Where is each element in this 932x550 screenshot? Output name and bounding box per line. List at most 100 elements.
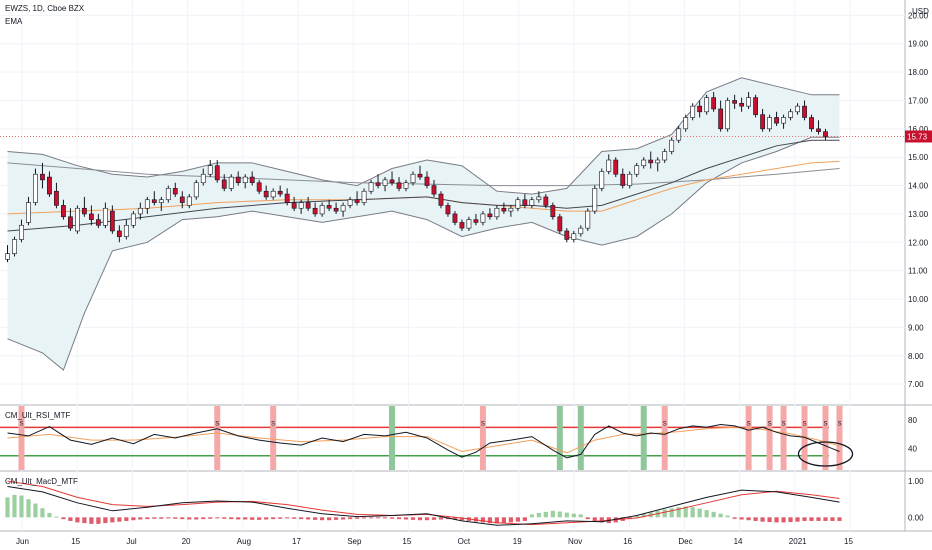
candle-body [705,98,709,112]
macd-histogram-bar [698,509,702,518]
candle-body [68,217,72,228]
candle-body [131,214,135,225]
macd-histogram-bar [788,517,792,522]
candle-body [781,117,785,123]
macd-histogram-bar [166,517,170,518]
candle-body [753,98,757,115]
candle-body [19,225,23,239]
time-tick-label: Oct [458,537,471,546]
price-tick-label: 19.00 [908,40,929,49]
candle-body [565,231,569,240]
macd-histogram-bar [369,517,373,518]
candle-body [760,115,764,129]
macd-histogram-bar [439,517,443,519]
candle-body [425,177,429,186]
macd-histogram-bar [544,512,548,517]
candle-body [823,132,827,137]
macd-histogram-bar [215,517,219,518]
macd-histogram-bar [33,504,37,518]
candle-body [404,183,408,189]
macd-histogram-bar [334,517,338,520]
rsi-indicator-label[interactable]: CM_Ult_RSI_MTF [5,411,70,420]
rsi-signal-marker: S [837,421,841,427]
macd-histogram-bar [767,517,771,522]
macd-histogram-bar [530,514,534,517]
candle-body [788,112,792,118]
candle-body [138,208,142,214]
time-tick-label: Sep [347,537,362,546]
macd-histogram-bar [348,517,352,519]
macd-histogram-bar [250,517,254,520]
candle-body [816,129,820,132]
candle-body [418,174,422,177]
candle-body [397,183,401,189]
candle-body [628,174,632,185]
macd-histogram-bar [383,517,387,518]
macd-histogram-bar [243,517,247,519]
candle-body [285,194,289,203]
macd-histogram-bar [376,517,380,518]
macd-histogram-bar [565,513,569,518]
candle-body [201,174,205,183]
candle-body [390,180,394,183]
symbol-title[interactable]: EWZS, 1D, Cboe BZX [5,4,85,13]
grid-layer [0,0,932,531]
candle-body [684,117,688,128]
price-tick-label: 9.00 [908,323,924,332]
candle-body [432,186,436,195]
candle-body [306,203,310,209]
candle-body [110,211,114,231]
rsi-oversold-bar [641,406,647,470]
macd-histogram-bar [837,517,841,521]
macd-histogram-bar [61,517,65,519]
macd-histogram-bar [82,517,86,523]
candle-body [439,194,443,205]
macd-histogram-bar [781,517,785,522]
candle-body [124,225,128,236]
macd-histogram-bar [432,517,436,520]
macd-histogram-bar [103,517,107,523]
macd-histogram-bar [12,495,16,517]
candle-body [600,171,604,188]
rsi-signal-marker: S [824,421,828,427]
candle-body [257,183,261,192]
candle-body [383,180,387,186]
candle-body [208,166,212,175]
macd-histogram-bar [194,517,198,519]
macd-histogram-bar [257,517,261,520]
price-tick-label: 18.00 [908,68,929,77]
candle-body [572,234,576,240]
macd-histogram-bar [285,517,289,518]
ema-indicator-label[interactable]: EMA [5,17,23,26]
macd-histogram-bar [774,517,778,522]
candle-body [621,174,625,185]
rsi-overbought-bar [214,406,220,470]
macd-histogram-bar [516,517,520,521]
macd-histogram-bar [551,511,555,518]
macd-histogram-bar [341,517,345,519]
macd-histogram-bar [89,517,93,524]
rsi-signal-marker: S [782,421,786,427]
macd-histogram-bar [355,517,359,518]
candle-body [733,100,737,103]
candle-body [222,180,226,189]
candle-body [292,203,296,209]
candle-body [348,200,352,206]
candle-body [5,254,9,260]
macd-histogram-bar [397,517,401,519]
macd-histogram-bar [809,517,813,521]
candle-body [719,109,723,129]
candle-body [376,183,380,186]
candle-body [460,222,464,228]
candle-body [243,177,247,183]
macd-histogram-bar [691,507,695,517]
candle-body [502,208,506,211]
macd-indicator-label[interactable]: CM_Ult_MacD_MTF [5,477,78,486]
rsi-overbought-bar [480,406,486,470]
candle-body [271,191,275,197]
candle-body [726,100,730,128]
candle-body [194,183,198,197]
candle-body [173,188,177,194]
rsi-signal-marker: S [215,421,219,427]
candle-body [530,200,534,206]
